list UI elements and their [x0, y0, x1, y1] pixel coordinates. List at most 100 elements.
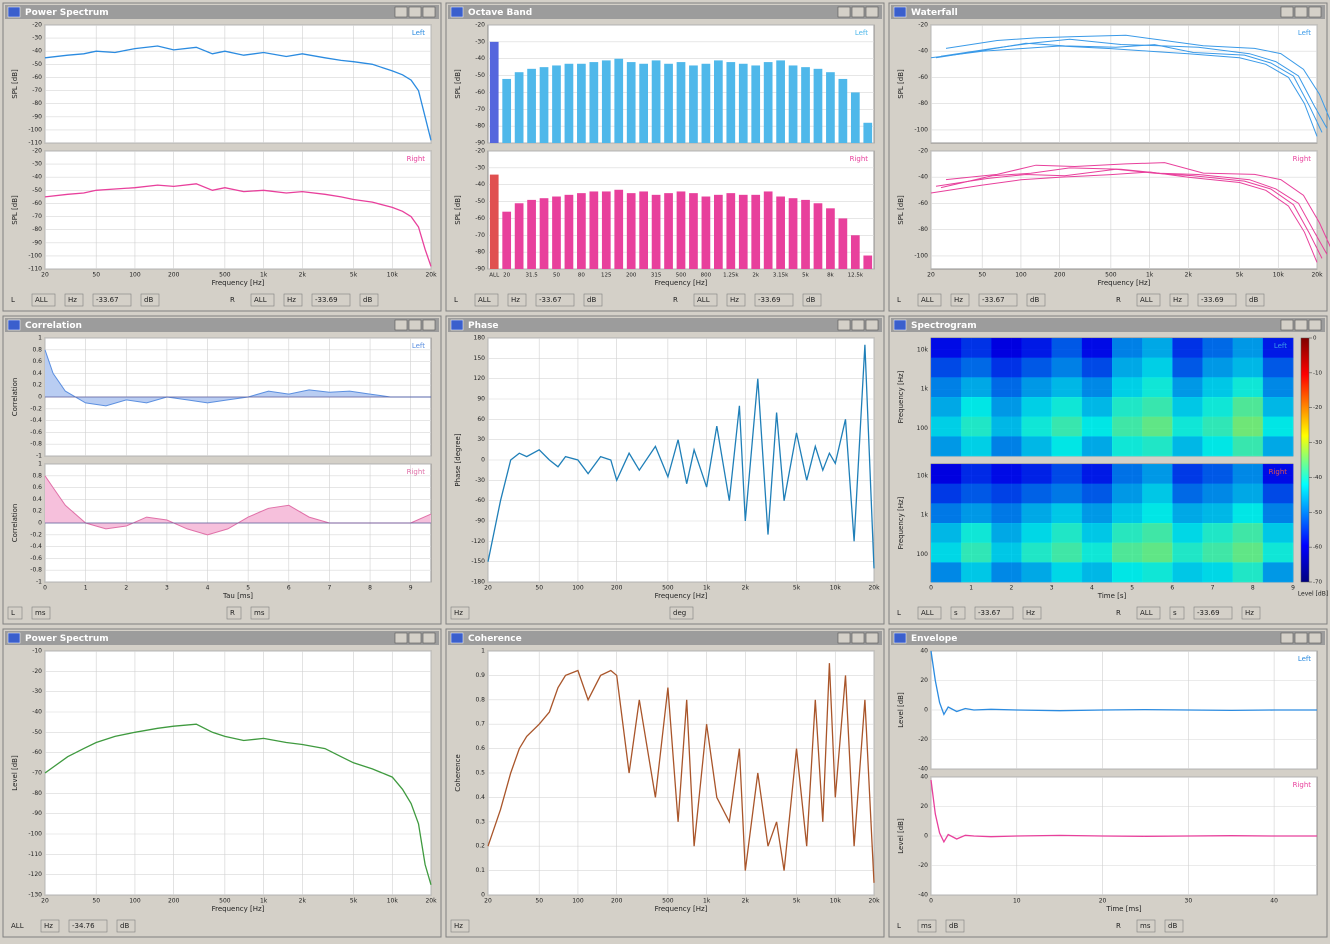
close-button[interactable]	[866, 7, 878, 17]
close-button[interactable]	[423, 320, 435, 330]
status-text: L	[11, 296, 15, 304]
x-tick-label: 0	[43, 585, 47, 592]
status-text: ALL	[697, 296, 710, 304]
window-icon	[451, 7, 463, 17]
x-axis-label: Frequency [Hz]	[655, 279, 708, 287]
bar	[714, 60, 723, 143]
minimize-button[interactable]	[395, 7, 407, 17]
heatmap-cell	[961, 562, 991, 582]
y-axis-label: Level [dB]	[897, 692, 905, 728]
y-axis-label: SPL [dB]	[897, 195, 905, 225]
heatmap-cell	[991, 464, 1021, 484]
y-tick-label: -50	[475, 72, 485, 79]
x-tick-label: 125	[601, 273, 612, 279]
y-tick-label: -20	[918, 862, 928, 869]
bar	[515, 72, 524, 143]
y-axis-label: SPL [dB]	[454, 195, 462, 225]
window-icon	[8, 633, 20, 643]
maximize-button[interactable]	[409, 633, 421, 643]
y-tick-label: -0.4	[30, 543, 42, 550]
y-tick-label: -100	[28, 126, 42, 133]
minimize-button[interactable]	[1281, 7, 1293, 17]
bar	[689, 65, 698, 143]
x-tick-label: 50	[978, 272, 986, 279]
y-tick-label: -60	[32, 200, 42, 207]
x-tick-label: 20	[41, 898, 49, 905]
y-tick-label: 1k	[921, 512, 929, 519]
colorbar	[1301, 338, 1309, 582]
x-tick-label: 20	[927, 272, 935, 279]
x-tick-label: 5k	[350, 272, 358, 279]
close-button[interactable]	[423, 633, 435, 643]
bar	[527, 69, 536, 143]
legend-label: Left	[412, 342, 425, 350]
x-tick-label: 6	[1170, 585, 1174, 592]
heatmap-cell	[931, 543, 961, 563]
y-tick-label: -70	[32, 770, 42, 777]
maximize-button[interactable]	[1295, 633, 1307, 643]
y-tick-label: -0.6	[30, 429, 42, 436]
maximize-button[interactable]	[852, 633, 864, 643]
status-text: Hz	[1026, 609, 1035, 617]
x-tick-label: 2	[124, 585, 128, 592]
close-button[interactable]	[1309, 320, 1321, 330]
y-tick-label: 0.3	[475, 818, 485, 825]
bar	[839, 218, 848, 269]
x-tick-label: 8	[1251, 585, 1255, 592]
minimize-button[interactable]	[838, 320, 850, 330]
bar	[490, 175, 499, 269]
y-tick-label: 0.2	[475, 843, 485, 850]
y-tick-label: -40	[475, 181, 485, 188]
y-axis-label: Frequency [Hz]	[897, 496, 905, 549]
minimize-button[interactable]	[395, 633, 407, 643]
bar	[540, 198, 549, 269]
bar	[602, 60, 611, 143]
maximize-button[interactable]	[409, 7, 421, 17]
heatmap-cell	[1052, 358, 1082, 378]
y-tick-label: -40	[918, 174, 928, 181]
bar	[627, 62, 636, 143]
plot-area	[931, 25, 1317, 143]
status-text: R	[1116, 609, 1121, 617]
y-tick-label: -20	[918, 148, 928, 155]
window-title: Power Spectrum	[25, 8, 109, 18]
x-tick-label: 50	[535, 898, 543, 905]
close-button[interactable]	[866, 633, 878, 643]
minimize-button[interactable]	[1281, 320, 1293, 330]
y-tick-label: -100	[28, 252, 42, 259]
close-button[interactable]	[866, 320, 878, 330]
heatmap-cell	[991, 377, 1021, 397]
minimize-button[interactable]	[838, 7, 850, 17]
heatmap-cell	[1233, 417, 1263, 437]
y-tick-label: -0.4	[30, 417, 42, 424]
close-button[interactable]	[1309, 633, 1321, 643]
minimize-button[interactable]	[1281, 633, 1293, 643]
heatmap-cell	[1142, 543, 1172, 563]
y-tick-label: -50	[475, 198, 485, 205]
maximize-button[interactable]	[852, 7, 864, 17]
maximize-button[interactable]	[852, 320, 864, 330]
minimize-button[interactable]	[395, 320, 407, 330]
window-title: Coherence	[468, 634, 522, 644]
maximize-button[interactable]	[409, 320, 421, 330]
heatmap-cell	[1052, 338, 1082, 358]
x-tick-label: 5	[1130, 585, 1134, 592]
bar	[552, 65, 561, 143]
close-button[interactable]	[1309, 7, 1321, 17]
x-tick-label: 1k	[703, 585, 711, 592]
legend-label: Right	[1293, 781, 1312, 789]
y-tick-label: -70	[475, 232, 485, 239]
colorbar-tick-label: -10	[1313, 370, 1322, 376]
y-tick-label: -50	[32, 187, 42, 194]
maximize-button[interactable]	[1295, 7, 1307, 17]
maximize-button[interactable]	[1295, 320, 1307, 330]
close-button[interactable]	[423, 7, 435, 17]
heatmap-cell	[1142, 397, 1172, 417]
heatmap-cell	[1263, 358, 1293, 378]
heatmap-cell	[961, 397, 991, 417]
status-text: ALL	[478, 296, 491, 304]
heatmap-cell	[1203, 397, 1233, 417]
x-tick-label: 1.25k	[723, 273, 739, 279]
minimize-button[interactable]	[838, 633, 850, 643]
x-tick-label: 500	[662, 898, 674, 905]
